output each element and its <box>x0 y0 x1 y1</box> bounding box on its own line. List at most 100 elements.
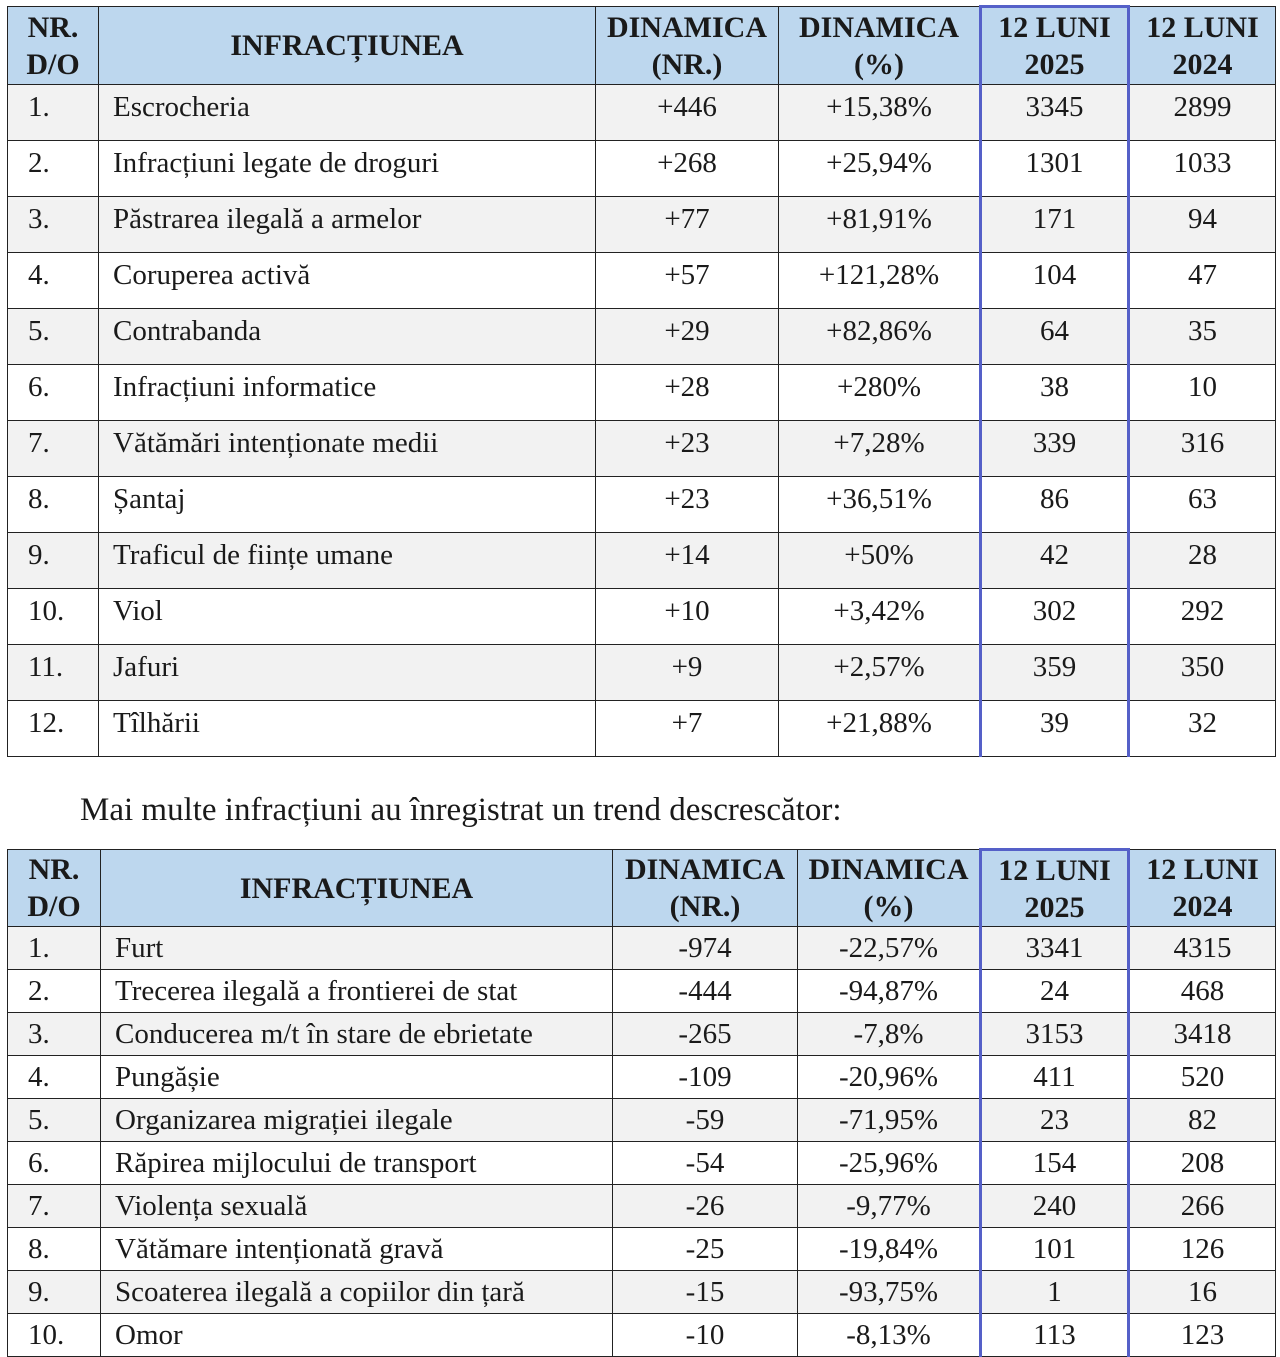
crime-name: Scoaterea ilegală a copiilor din țară <box>100 1270 613 1314</box>
dynamics-percent: +50% <box>778 532 981 589</box>
table-row: 2. Trecerea ilegală a frontierei de stat -… <box>7 969 1276 1013</box>
dynamics-count: +23 <box>595 420 779 477</box>
header-dinamica-nr: DINAMICA (NR.) <box>612 849 798 927</box>
value-2025: 3153 <box>979 1012 1130 1056</box>
crime-name: Jafuri <box>98 644 596 701</box>
row-number: 12. <box>7 700 99 757</box>
crime-name: Trecerea ilegală a frontierei de stat <box>100 969 613 1013</box>
row-number: 7. <box>7 1184 101 1228</box>
table-row: 6. Răpirea mijlocului de transport -54 -25,… <box>7 1141 1276 1185</box>
value-2025: 39 <box>979 700 1130 757</box>
crime-name: Coruperea activă <box>98 252 596 309</box>
header-nr: NR. D/O <box>7 849 101 927</box>
dynamics-percent: +7,28% <box>778 420 981 477</box>
value-2024: 4315 <box>1128 926 1276 970</box>
crime-name: Organizarea migrației ilegale <box>100 1098 613 1142</box>
table-row: 3. Păstrarea ilegală a armelor +77 +81,91% 1… <box>7 196 1276 253</box>
header-row: NR. D/O INFRACȚIUNEA DINAMICA (NR.) DINAMI… <box>7 848 1276 927</box>
row-number: 2. <box>7 140 99 197</box>
table-row: 6. Infracțiuni informatice +28 +280% 38 10 <box>7 364 1276 421</box>
row-number: 3. <box>7 196 99 253</box>
dynamics-count: -59 <box>612 1098 798 1142</box>
crime-name: Pungășie <box>100 1055 613 1099</box>
value-2024: 16 <box>1128 1270 1276 1314</box>
value-2024: 35 <box>1128 308 1276 365</box>
value-2024: 316 <box>1128 420 1276 477</box>
value-2025: 3345 <box>979 84 1130 141</box>
crime-name: Escrocheria <box>98 84 596 141</box>
row-number: 3. <box>7 1012 101 1056</box>
dynamics-count: -15 <box>612 1270 798 1314</box>
crime-name: Șantaj <box>98 476 596 533</box>
dynamics-count: +23 <box>595 476 779 533</box>
dynamics-count: +9 <box>595 644 779 701</box>
header-dinamica-nr: DINAMICA (NR.) <box>595 6 779 85</box>
dynamics-count: +28 <box>595 364 779 421</box>
table-row: 5. Organizarea migrației ilegale -59 -71,95… <box>7 1098 1276 1142</box>
dynamics-percent: -9,77% <box>797 1184 981 1228</box>
dynamics-count: +7 <box>595 700 779 757</box>
row-number: 7. <box>7 420 99 477</box>
increasing-crimes-table: NR. D/O INFRACȚIUNEA DINAMICA (NR.) DINAMI… <box>7 5 1276 757</box>
value-2024: 94 <box>1128 196 1276 253</box>
row-number: 8. <box>7 1227 101 1271</box>
dynamics-percent: -20,96% <box>797 1055 981 1099</box>
value-2024: 10 <box>1128 364 1276 421</box>
value-2025: 64 <box>979 308 1130 365</box>
table-row: 2. Infracțiuni legate de droguri +268 +25,9… <box>7 140 1276 197</box>
header-2025: 12 LUNI 2025 <box>979 5 1130 85</box>
value-2025: 104 <box>979 252 1130 309</box>
dynamics-count: +14 <box>595 532 779 589</box>
table-row: 4. Coruperea activă +57 +121,28% 104 47 <box>7 252 1276 309</box>
dynamics-percent: -94,87% <box>797 969 981 1013</box>
value-2024: 2899 <box>1128 84 1276 141</box>
dynamics-count: -265 <box>612 1012 798 1056</box>
dynamics-count: +268 <box>595 140 779 197</box>
dynamics-percent: +2,57% <box>778 644 981 701</box>
value-2025: 101 <box>979 1227 1130 1271</box>
dynamics-percent: +25,94% <box>778 140 981 197</box>
value-2024: 32 <box>1128 700 1276 757</box>
value-2025: 411 <box>979 1055 1130 1099</box>
dynamics-count: -974 <box>612 926 798 970</box>
table-row: 8. Șantaj +23 +36,51% 86 63 <box>7 476 1276 533</box>
dynamics-percent: +3,42% <box>778 588 981 645</box>
row-number: 2. <box>7 969 101 1013</box>
table-row: 4. Pungășie -109 -20,96% 411 520 <box>7 1055 1276 1099</box>
header-dinamica-pct: DINAMICA (%) <box>778 6 981 85</box>
dynamics-percent: +121,28% <box>778 252 981 309</box>
row-number: 9. <box>7 532 99 589</box>
row-number: 10. <box>7 1313 101 1357</box>
dynamics-count: -25 <box>612 1227 798 1271</box>
header-2024: 12 LUNI 2024 <box>1128 6 1276 85</box>
row-number: 11. <box>7 644 99 701</box>
dynamics-percent: +81,91% <box>778 196 981 253</box>
value-2024: 47 <box>1128 252 1276 309</box>
table-row: 5. Contrabanda +29 +82,86% 64 35 <box>7 308 1276 365</box>
crime-name: Violența sexuală <box>100 1184 613 1228</box>
dynamics-count: +29 <box>595 308 779 365</box>
dynamics-percent: -71,95% <box>797 1098 981 1142</box>
value-2024: 468 <box>1128 969 1276 1013</box>
value-2025: 1 <box>979 1270 1130 1314</box>
value-2025: 359 <box>979 644 1130 701</box>
dynamics-count: -26 <box>612 1184 798 1228</box>
crime-name: Infracțiuni informatice <box>98 364 596 421</box>
value-2025: 240 <box>979 1184 1130 1228</box>
crime-name: Omor <box>100 1313 613 1357</box>
row-number: 9. <box>7 1270 101 1314</box>
table-row: 7. Violența sexuală -26 -9,77% 240 266 <box>7 1184 1276 1228</box>
dynamics-percent: +15,38% <box>778 84 981 141</box>
crime-name: Păstrarea ilegală a armelor <box>98 196 596 253</box>
header-infractiunea: INFRACȚIUNEA <box>100 849 613 927</box>
section-subtitle: Mai multe infracțiuni au înregistrat un … <box>80 792 842 828</box>
value-2025: 113 <box>979 1313 1130 1357</box>
value-2024: 63 <box>1128 476 1276 533</box>
row-number: 8. <box>7 476 99 533</box>
dynamics-percent: +36,51% <box>778 476 981 533</box>
value-2024: 292 <box>1128 588 1276 645</box>
dynamics-count: +10 <box>595 588 779 645</box>
row-number: 1. <box>7 84 99 141</box>
table-row: 7. Vătămări intenționate medii +23 +7,28% 33… <box>7 420 1276 477</box>
table-row: 8. Vătămare intenționată gravă -25 -19,84% 1… <box>7 1227 1276 1271</box>
